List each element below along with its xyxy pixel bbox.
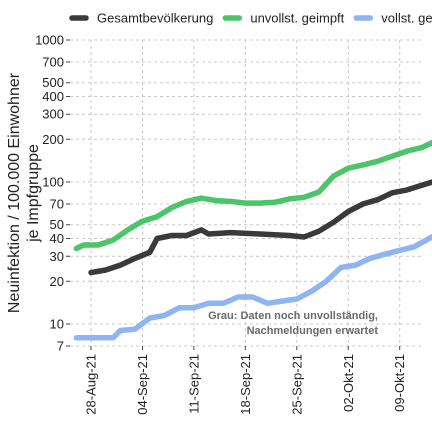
legend-label-1: unvollst. geimpft (250, 11, 344, 26)
y-tick-label: 7 (57, 339, 64, 354)
y-tick-label: 400 (42, 89, 64, 104)
series-line-2 (73, 233, 432, 341)
y-axis-title-line-1: Neuinfektion / 100.000 Einwohner (6, 72, 23, 313)
series-line-0 (88, 179, 432, 276)
grid (70, 39, 422, 347)
x-tick-label: 09-Okt-21 (392, 354, 407, 412)
x-tick-label: 25-Sep-21 (289, 354, 304, 415)
y-tick-label: 100 (42, 175, 64, 190)
y-tick-label: 1000 (35, 33, 64, 48)
legend: Gesamtbevölkerung unvollst. geimpft vollst… (69, 11, 432, 26)
x-tick-label: 18-Sep-21 (238, 354, 253, 415)
y-tick-label: 10 (50, 317, 64, 332)
series-line-1 (73, 139, 432, 252)
y-axis-title: Neuinfektion / 100.000 Einwohner je Impf… (6, 72, 42, 313)
legend-label-0: Gesamtbevölkerung (97, 11, 213, 26)
y-tick-label: 20 (50, 274, 64, 289)
annotation-line-2: Nachmeldungen erwartet (247, 325, 379, 337)
y-tick-label: 70 (50, 196, 64, 211)
x-axis-ticks: 28-Aug-21 04-Sep-21 11-Sep-21 18-Sep-21 25-S… (84, 346, 407, 415)
x-tick-label: 02-Okt-21 (341, 354, 356, 412)
annotation-line-1: Grau: Daten noch unvollständig, (208, 310, 378, 322)
x-tick-label: 11-Sep-21 (186, 354, 201, 414)
series-lines (73, 139, 432, 341)
annotation: Grau: Daten noch unvollständig, Nachmeld… (208, 310, 378, 337)
y-tick-label: 40 (50, 231, 64, 246)
legend-label-2: vollst. geimpft (381, 11, 432, 26)
x-tick-label: 04-Sep-21 (135, 354, 150, 415)
y-tick-label: 200 (42, 132, 64, 147)
y-tick-label: 300 (42, 107, 64, 122)
x-tick-label: 28-Aug-21 (84, 354, 99, 415)
y-axis-title-line-2: je Impfgruppe (25, 144, 42, 243)
y-tick-label: 50 (50, 217, 64, 232)
y-tick-label: 30 (50, 249, 64, 264)
y-tick-label: 500 (42, 75, 64, 90)
y-tick-label: 700 (42, 54, 64, 69)
